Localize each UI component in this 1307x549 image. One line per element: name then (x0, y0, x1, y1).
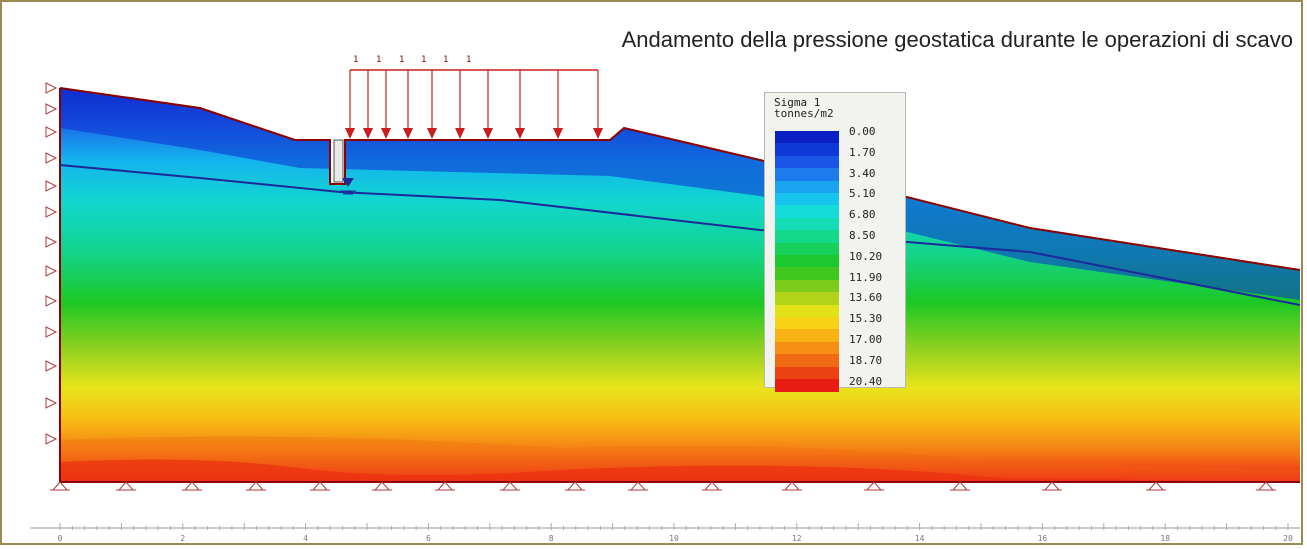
axis-tick-label: 6 (426, 534, 431, 543)
legend-swatch (775, 193, 839, 206)
axis-tick-label: 2 (180, 534, 185, 543)
load-label: 1 (399, 55, 404, 65)
load-label: 1 (443, 55, 448, 65)
left-supports (45, 82, 58, 445)
bottom-supports (50, 481, 1276, 491)
legend-value: 18.70 (849, 353, 883, 367)
page-title: Andamento della pressione geostatica dur… (621, 27, 1293, 52)
legend-title: Sigma 1 tonnes/m2 (774, 97, 834, 119)
legend-swatch (775, 230, 839, 244)
water-table-line (59, 164, 1301, 306)
axis-tick-label: 12 (792, 534, 802, 543)
axis-minor-ticks (59, 523, 1289, 530)
legend-swatch (775, 379, 839, 392)
legend-value: 5.10 (849, 187, 876, 201)
legend-swatch (775, 180, 839, 194)
load-label: 1 (376, 55, 381, 65)
load-label: 1 (353, 55, 358, 65)
axis-tick-label: 0 (58, 534, 63, 543)
axis-tick-label: 20 (1283, 534, 1293, 543)
legend-swatch (775, 304, 839, 318)
legend-value: 20.40 (849, 374, 883, 388)
water-table-marker (342, 178, 354, 187)
legend-value: 1.70 (849, 145, 876, 159)
legend-swatch (775, 205, 839, 219)
legend-value: 17.00 (849, 333, 883, 346)
legend-title-unit: tonnes/m2 (774, 107, 834, 120)
legend-swatch (775, 292, 839, 306)
legend-value: 3.40 (849, 166, 876, 180)
load-labels: 1 1 1 1 1 1 (353, 55, 471, 65)
legend-swatch (775, 155, 839, 169)
legend-swatch (775, 341, 839, 355)
axis-labels: 0 2 4 6 8 10 12 14 16 18 20 (58, 534, 1293, 543)
legend-value: 11.90 (849, 270, 883, 284)
load-label: 1 (466, 55, 471, 65)
legend-swatch (775, 168, 839, 182)
axis-tick-label: 4 (303, 534, 308, 543)
legend-swatch (775, 143, 839, 157)
legend-swatch (775, 366, 839, 380)
legend-swatch (775, 131, 839, 144)
legend-swatch (775, 354, 839, 368)
axis-tick-label: 14 (915, 534, 925, 543)
legend-title-quantity: Sigma 1 (774, 96, 821, 109)
orange-band (60, 436, 1300, 482)
retaining-wall (333, 139, 344, 183)
legend-swatch (775, 317, 839, 330)
load-label: 1 (421, 55, 426, 65)
legend-swatch (775, 217, 839, 231)
legend-swatch (775, 267, 839, 281)
legend-value: 6.80 (849, 208, 876, 222)
distributed-load (345, 69, 603, 139)
legend-swatch (775, 242, 839, 256)
axis-tick-label: 16 (1038, 534, 1048, 543)
legend-value: 13.60 (849, 291, 883, 305)
legend-value: 15.30 (849, 312, 883, 326)
legend-value: 10.20 (849, 249, 883, 263)
legend-value: 0.00 (849, 125, 876, 138)
deep-zone (60, 459, 1300, 482)
axis-tick-label: 18 (1160, 534, 1170, 543)
legend-swatch (775, 279, 839, 293)
stress-legend: Sigma 1 tonnes/m2 0.00 1.70 3.40 5.10 6.80 8.… (764, 92, 906, 392)
axis-tick-label: 8 (549, 534, 554, 543)
axis-tick-label: 10 (669, 534, 679, 543)
legend-swatch (775, 255, 839, 268)
legend-value: 8.50 (849, 229, 876, 242)
legend-swatch (775, 329, 839, 343)
